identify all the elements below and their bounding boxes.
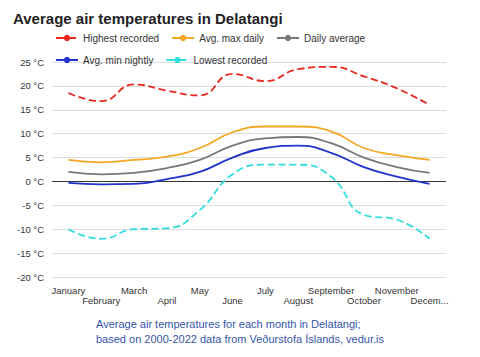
svg-text:based on 2000-2022 data from V: based on 2000-2022 data from Veðurstofa … xyxy=(96,333,385,345)
svg-text:-10 °C: -10 °C xyxy=(17,224,44,235)
svg-text:Daily average: Daily average xyxy=(304,33,366,44)
svg-text:15 °C: 15 °C xyxy=(20,104,44,115)
svg-text:Avg. max daily: Avg. max daily xyxy=(199,33,264,44)
svg-text:April: April xyxy=(157,295,176,306)
svg-text:October: October xyxy=(347,295,381,306)
svg-text:July: July xyxy=(257,285,274,296)
svg-text:-20 °C: -20 °C xyxy=(17,272,44,283)
svg-text:September: September xyxy=(307,284,355,296)
svg-text:March: March xyxy=(121,285,147,296)
svg-text:25 °C: 25 °C xyxy=(20,57,44,68)
svg-text:November: November xyxy=(374,284,419,296)
svg-text:-5 °C: -5 °C xyxy=(22,200,44,211)
svg-text:-15 °C: -15 °C xyxy=(17,248,44,259)
svg-text:Highest recorded: Highest recorded xyxy=(83,33,159,44)
svg-text:February: February xyxy=(82,295,120,306)
svg-text:Decem...: Decem... xyxy=(411,295,449,306)
svg-text:Avg. min nightly: Avg. min nightly xyxy=(83,55,153,66)
svg-text:Average air temperatures in De: Average air temperatures in Delatangi xyxy=(13,10,283,27)
svg-text:August: August xyxy=(283,295,313,306)
svg-text:Average air temperatures for e: Average air temperatures for each month … xyxy=(96,318,361,330)
svg-text:May: May xyxy=(191,285,209,296)
svg-text:Lowest recorded: Lowest recorded xyxy=(193,55,267,66)
svg-text:January: January xyxy=(52,285,86,296)
svg-text:10 °C: 10 °C xyxy=(20,128,44,139)
svg-text:0 °C: 0 °C xyxy=(25,176,44,187)
svg-text:20 °C: 20 °C xyxy=(20,80,44,91)
svg-text:5 °C: 5 °C xyxy=(25,152,44,163)
svg-text:June: June xyxy=(222,295,243,306)
